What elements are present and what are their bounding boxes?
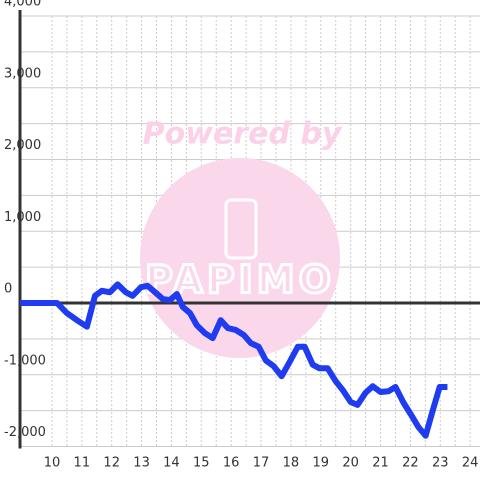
watermark-text: Powered by — [143, 117, 343, 152]
x-tick-label: 12 — [103, 456, 120, 471]
x-tick-label: 19 — [313, 456, 330, 471]
y-tick-label: 1,000 — [4, 210, 41, 225]
x-tick-label: 10 — [44, 456, 61, 471]
x-tick-label: 11 — [74, 456, 91, 471]
x-tick-label: 22 — [402, 456, 419, 471]
x-tick-label: 16 — [223, 456, 240, 471]
x-tick-label: 20 — [342, 456, 359, 471]
y-tick-label: 4,000 — [4, 0, 41, 10]
y-tick-label: 0 — [4, 282, 12, 297]
x-tick-label: 14 — [163, 456, 180, 471]
x-tick-label: 23 — [432, 456, 449, 471]
y-tick-label: 3,000 — [4, 66, 41, 81]
y-tick-label: 2,000 — [4, 138, 41, 153]
y-tick-label: -1,000 — [4, 353, 46, 368]
series-line — [20, 281, 448, 439]
y-tick-label: -2,000 — [4, 425, 46, 440]
x-tick-label: 21 — [372, 456, 389, 471]
x-tick-label: 24 — [462, 456, 479, 471]
x-tick-label: 15 — [193, 456, 210, 471]
x-tick-label: 17 — [253, 456, 270, 471]
x-tick-label: 18 — [283, 456, 300, 471]
watermark-icon — [224, 198, 258, 260]
x-tick-label: 13 — [133, 456, 150, 471]
